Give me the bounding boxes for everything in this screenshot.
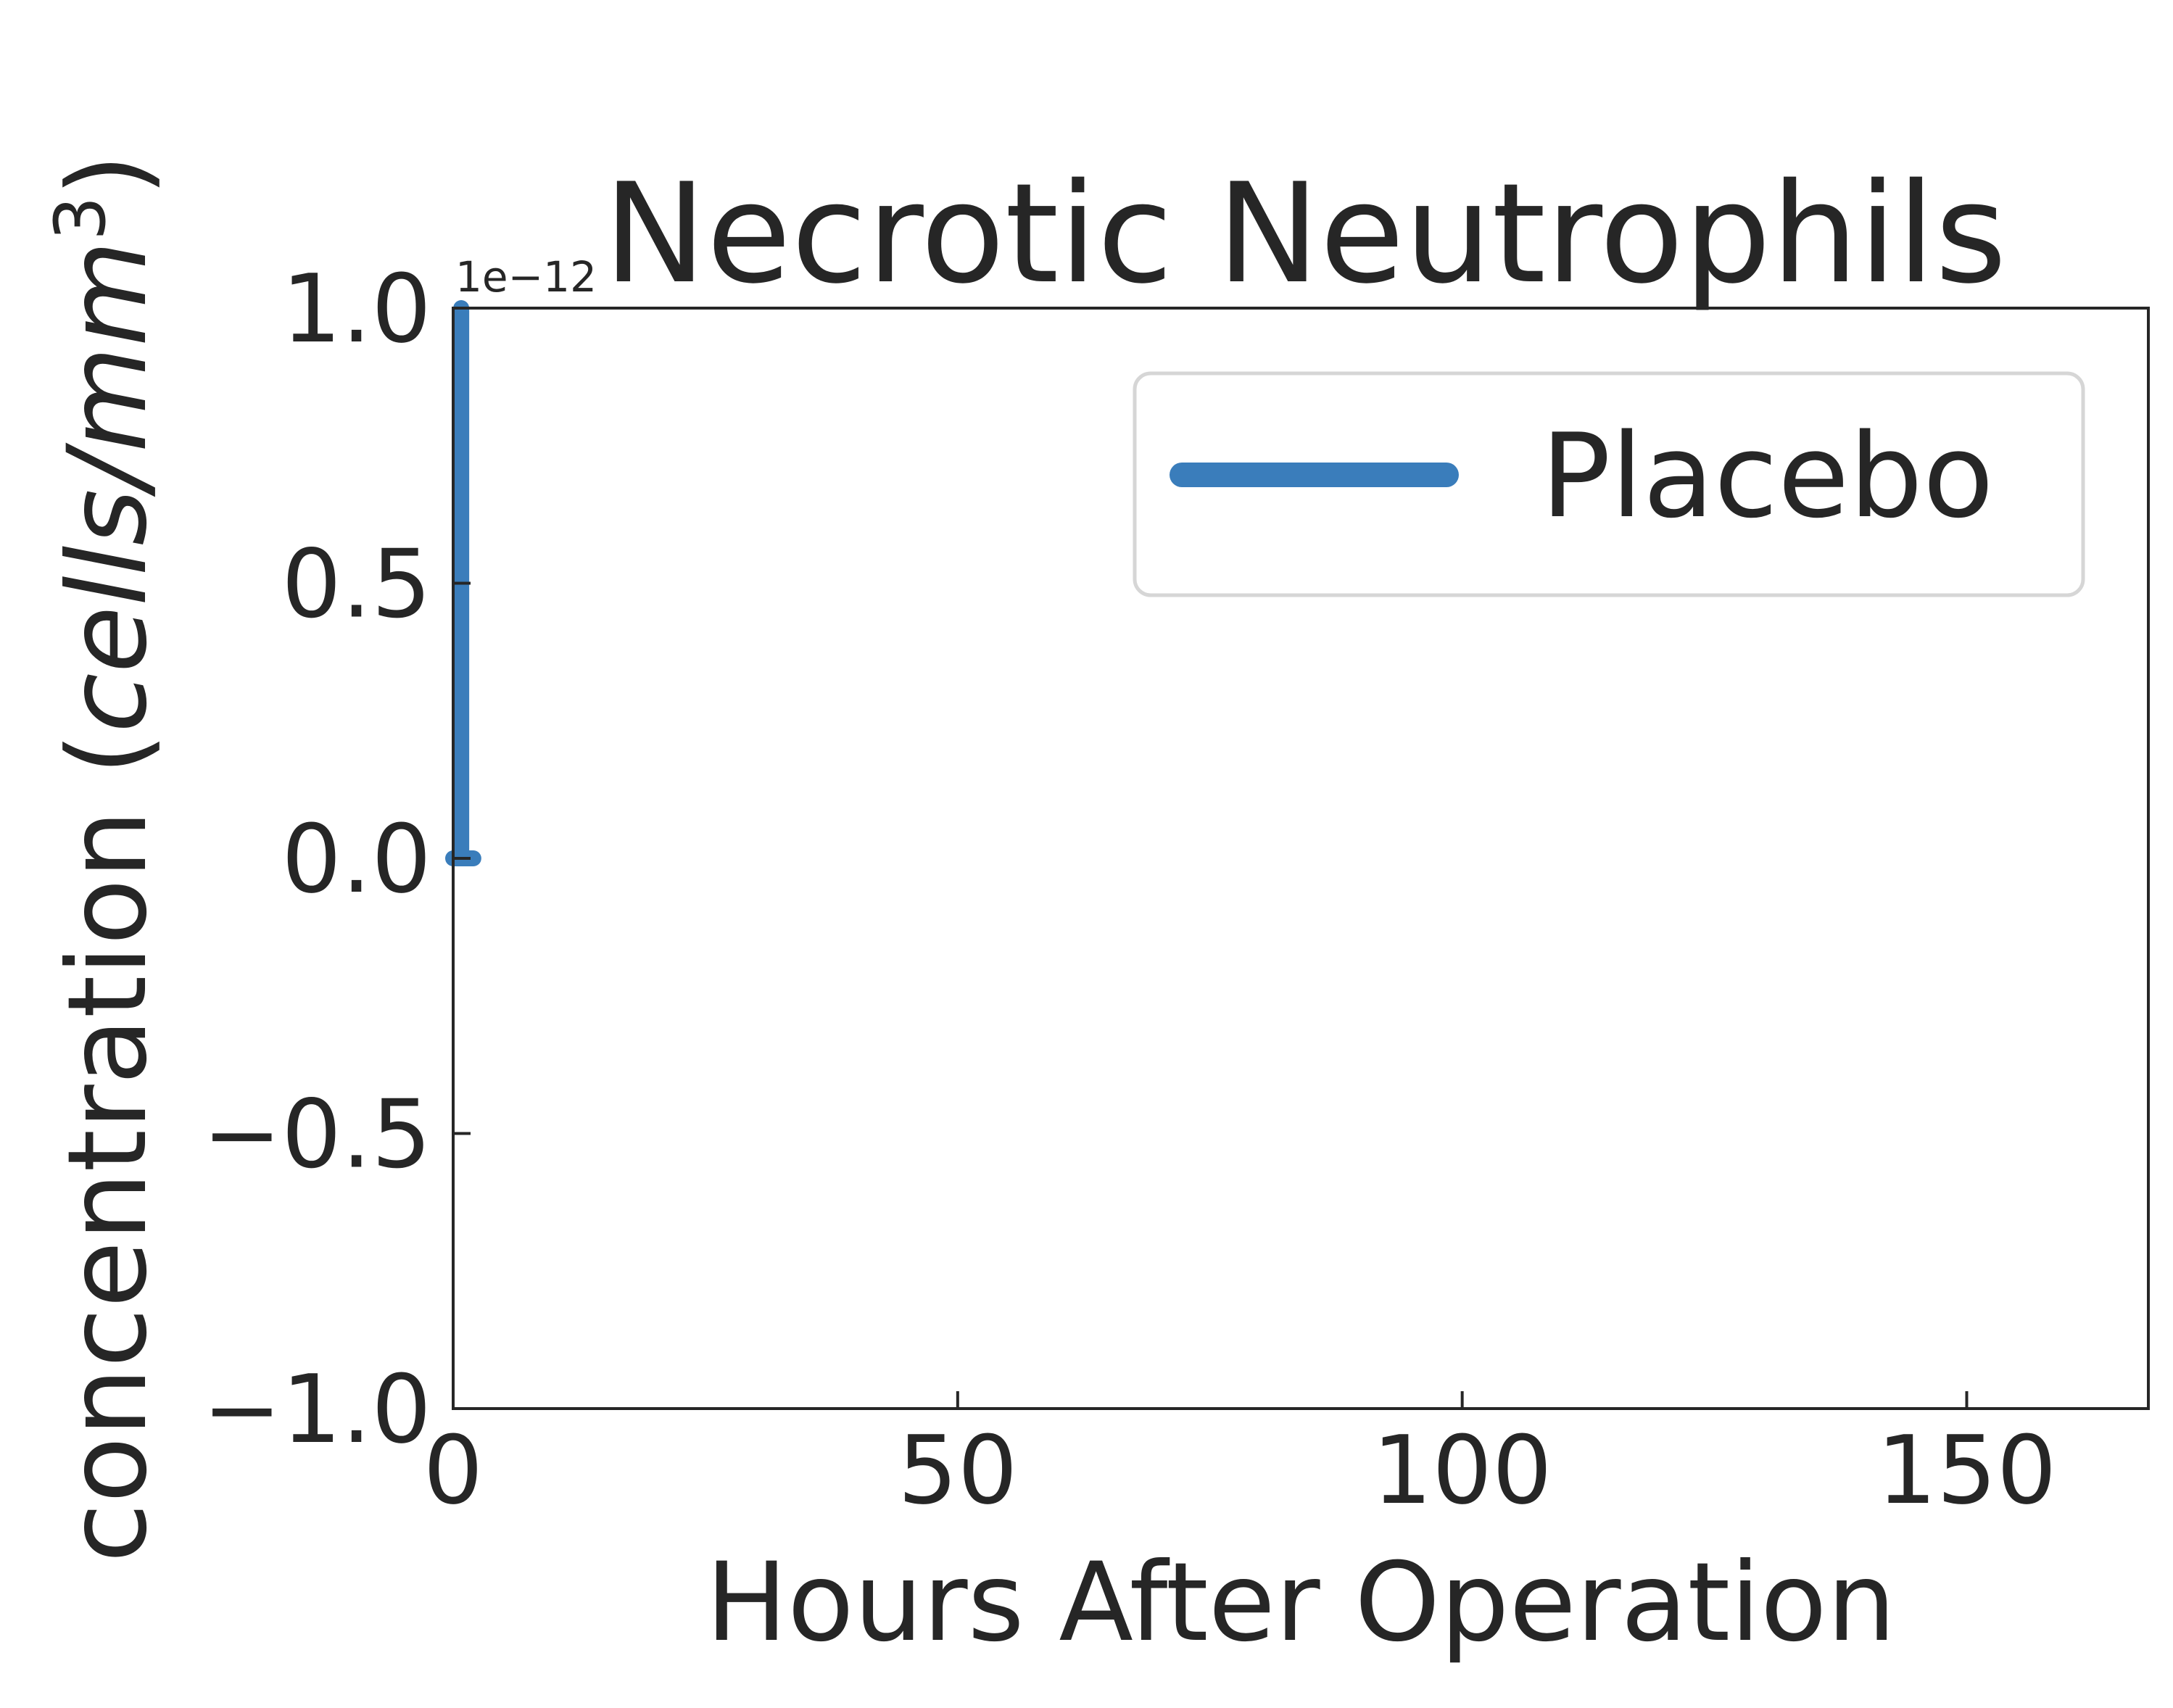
y-axis-label-close: ) (45, 154, 171, 196)
y-axis-label-sup: 3 (40, 196, 121, 241)
y-tick-label: 1.0 (281, 254, 431, 364)
y-axis-label-main: concentration ( (45, 733, 171, 1563)
plot-frame (452, 307, 2150, 1410)
x-tick-label: 50 (898, 1415, 1017, 1525)
plot-lines (445, 300, 481, 866)
y-tick-label: −1.0 (202, 1354, 431, 1464)
y-axis-label: concentration (cells/mm3) (40, 154, 171, 1563)
x-tick-label: 150 (1876, 1415, 2056, 1525)
y-tick-label: 0.0 (281, 804, 431, 914)
legend: Placebo (1133, 371, 2085, 597)
legend-label-placebo: Placebo (1541, 408, 1994, 544)
legend-box (1133, 371, 2085, 597)
x-axis-ticks: 0 50 100 150 (423, 1391, 2057, 1525)
x-axis-label: Hours After Operation (705, 1540, 1896, 1666)
y-offset-label: 1e−12 (455, 252, 597, 302)
y-tick-label: 0.5 (281, 529, 431, 639)
x-tick-label: 0 (423, 1415, 484, 1525)
y-axis-ticks: −1.0 −0.5 0.0 0.5 1.0 (202, 254, 471, 1464)
y-tick-label: −0.5 (202, 1079, 431, 1190)
y-axis-label-unit: cells/mm (45, 241, 171, 733)
x-tick-label: 100 (1373, 1415, 1552, 1525)
chart-title: Necrotic Neutrophils (603, 154, 2007, 314)
